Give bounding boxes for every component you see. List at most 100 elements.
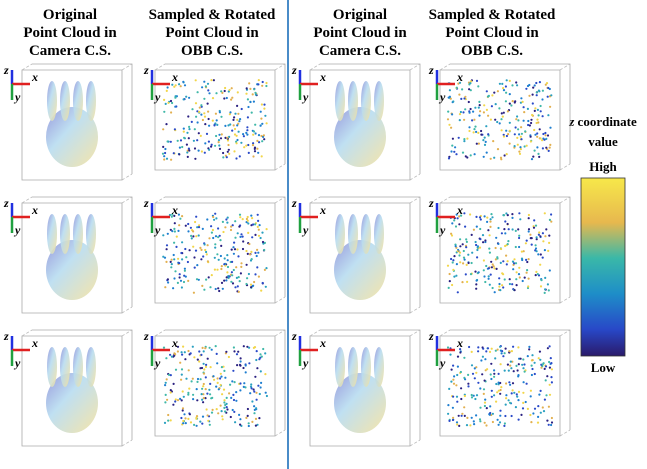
point — [475, 241, 477, 243]
point — [236, 364, 238, 366]
point — [258, 229, 260, 231]
point — [490, 261, 492, 263]
axis-label-x: x — [456, 203, 463, 217]
point — [188, 126, 190, 128]
point — [212, 409, 214, 411]
point — [519, 276, 521, 278]
point — [540, 367, 542, 369]
point — [487, 115, 489, 117]
point — [528, 217, 530, 219]
point — [551, 421, 553, 423]
point — [539, 264, 541, 266]
point — [196, 388, 198, 390]
point — [449, 273, 451, 275]
point — [228, 276, 230, 278]
point — [170, 229, 172, 231]
point — [217, 227, 219, 229]
point — [193, 424, 195, 426]
point — [489, 351, 491, 353]
point — [259, 393, 261, 395]
axis-label-z: z — [3, 196, 9, 210]
point — [193, 140, 195, 142]
axis-label-y: y — [13, 223, 21, 237]
point — [208, 389, 210, 391]
point — [537, 416, 539, 418]
point — [170, 100, 172, 102]
point — [506, 79, 508, 81]
column-title: Point Cloud in — [165, 25, 259, 41]
point — [486, 109, 488, 111]
point — [515, 365, 517, 367]
point — [216, 269, 218, 271]
point — [164, 286, 166, 288]
point — [492, 263, 494, 265]
point — [465, 246, 467, 248]
colorbar — [581, 178, 625, 356]
point — [214, 145, 216, 147]
point — [220, 255, 222, 257]
point — [544, 292, 546, 294]
point — [189, 413, 191, 415]
point — [171, 356, 173, 358]
point — [530, 119, 532, 121]
point — [484, 215, 486, 217]
point — [173, 254, 175, 256]
point — [532, 156, 534, 158]
point — [472, 111, 474, 113]
point — [163, 155, 165, 157]
point — [230, 281, 232, 283]
point — [473, 229, 475, 231]
point — [170, 389, 172, 391]
point — [541, 98, 543, 100]
point — [231, 380, 233, 382]
point — [549, 367, 551, 369]
point — [452, 259, 454, 261]
point — [503, 228, 505, 230]
point — [166, 399, 168, 401]
point — [521, 251, 523, 253]
point — [164, 148, 166, 150]
point — [198, 132, 200, 134]
point — [477, 382, 479, 384]
point — [505, 382, 507, 384]
point — [220, 405, 222, 407]
point — [503, 214, 505, 216]
point — [506, 153, 508, 155]
point — [187, 230, 189, 232]
point — [173, 383, 175, 385]
point — [258, 276, 260, 278]
point — [179, 147, 181, 149]
hand-finger — [47, 347, 57, 387]
point — [540, 390, 542, 392]
axis-label-x: x — [31, 70, 38, 84]
point — [232, 282, 234, 284]
point — [215, 217, 217, 219]
point — [247, 144, 249, 146]
point — [506, 263, 508, 265]
point — [247, 415, 249, 417]
point — [202, 228, 204, 230]
point — [225, 279, 227, 281]
point — [209, 347, 211, 349]
point — [180, 379, 182, 381]
point — [209, 393, 211, 395]
point — [542, 257, 544, 259]
point — [166, 378, 168, 380]
point — [238, 226, 240, 228]
point — [188, 148, 190, 150]
point — [185, 256, 187, 258]
panel: zxy — [143, 63, 285, 170]
point — [175, 84, 177, 86]
point — [491, 266, 493, 268]
point — [260, 118, 262, 120]
point — [533, 129, 535, 131]
panel: zxy — [291, 63, 420, 180]
point — [520, 414, 522, 416]
point — [464, 108, 466, 110]
point — [226, 137, 228, 139]
point — [235, 391, 237, 393]
point — [471, 364, 473, 366]
point — [249, 253, 251, 255]
point — [470, 108, 472, 110]
point — [205, 376, 207, 378]
